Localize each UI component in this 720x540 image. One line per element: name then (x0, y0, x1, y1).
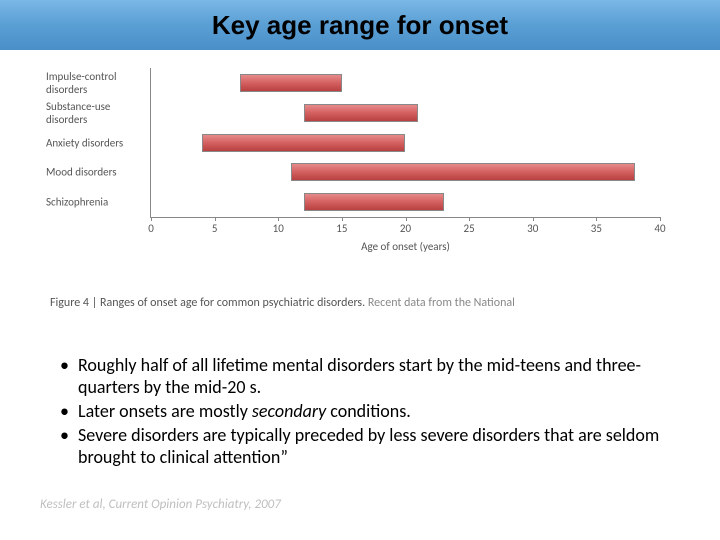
bullet-list: •Roughly half of all lifetime mental dis… (60, 354, 670, 468)
x-tick-mark (469, 217, 470, 221)
y-category-label: Mood disorders (46, 166, 146, 179)
x-tick-mark (215, 217, 216, 221)
x-tick-label: 15 (336, 222, 347, 235)
page-title: Key age range for onset (212, 10, 508, 41)
y-category-label: Schizophrenia (46, 196, 146, 209)
x-tick-mark (342, 217, 343, 221)
x-tick-label: 10 (273, 222, 284, 235)
x-tick-label: 35 (591, 222, 602, 235)
bullet-text: Roughly half of all lifetime mental diso… (78, 354, 670, 398)
y-category-label: Impulse-control disorders (46, 70, 146, 96)
bullet-icon: • (60, 424, 78, 446)
x-tick-mark (596, 217, 597, 221)
x-tick-mark (406, 217, 407, 221)
bullet-icon: • (60, 400, 78, 422)
x-tick-mark (151, 217, 152, 221)
x-tick-mark (660, 217, 661, 221)
bullet-icon: • (60, 354, 78, 376)
list-item: •Severe disorders are typically preceded… (60, 424, 670, 468)
x-tick-label: 0 (148, 222, 154, 235)
range-bar (291, 163, 635, 181)
caption-rest: Recent data from the National (365, 296, 515, 310)
title-bar: Key age range for onset (0, 0, 720, 50)
x-axis-label: Age of onset (years) (361, 240, 450, 253)
x-tick-label: 25 (464, 222, 475, 235)
range-bar (304, 193, 444, 211)
y-category-label: Substance-use disorders (46, 100, 146, 126)
chart-plot-area: Age of onset (years) 0510152025303540Imp… (150, 68, 660, 218)
caption-bold: Figure 4 | Ranges of onset age for commo… (50, 296, 365, 310)
bullet-text: Severe disorders are typically preceded … (78, 424, 670, 468)
onset-chart: Age of onset (years) 0510152025303540Imp… (50, 68, 670, 258)
figure-caption: Figure 4 | Ranges of onset age for commo… (50, 296, 670, 310)
list-item: •Later onsets are mostly secondary condi… (60, 400, 670, 422)
range-bar (304, 104, 419, 122)
x-tick-label: 40 (654, 222, 665, 235)
x-tick-mark (533, 217, 534, 221)
bullet-text: Later onsets are mostly secondary condit… (78, 400, 670, 422)
citation: Kessler et al, Current Opinion Psychiatr… (40, 497, 281, 512)
range-bar (202, 134, 406, 152)
x-tick-label: 30 (527, 222, 538, 235)
x-tick-label: 5 (212, 222, 218, 235)
list-item: •Roughly half of all lifetime mental dis… (60, 354, 670, 398)
y-category-label: Anxiety disorders (46, 136, 146, 149)
range-bar (240, 74, 342, 92)
x-tick-label: 20 (400, 222, 411, 235)
x-tick-mark (278, 217, 279, 221)
